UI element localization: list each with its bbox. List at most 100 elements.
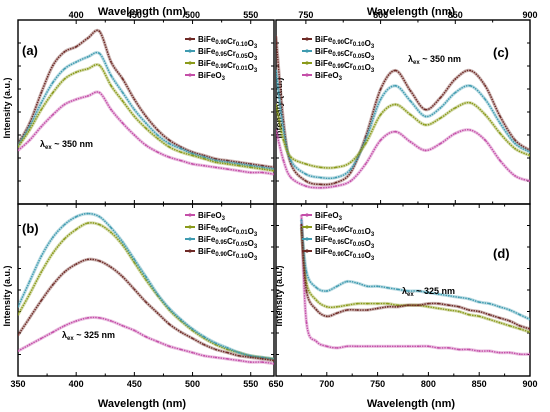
series-line (276, 129, 530, 189)
data-point (214, 166, 217, 169)
data-point (484, 84, 487, 87)
data-point (349, 168, 352, 171)
data-point (439, 96, 442, 99)
data-point (180, 151, 182, 154)
data-point (386, 302, 389, 305)
legend-label: BiFe0.95Cr0.05O3 (315, 47, 375, 62)
data-point (454, 91, 457, 94)
data-point (379, 113, 382, 116)
data-point (249, 171, 252, 174)
data-point (424, 124, 427, 126)
legend-label: BiFeO3 (198, 71, 226, 82)
data-point (110, 108, 112, 111)
data-point (334, 176, 337, 179)
x-tick-label: 850 (448, 10, 463, 20)
data-point (439, 142, 442, 145)
data-point (458, 348, 460, 351)
legend-marker (305, 225, 309, 229)
data-point (86, 212, 89, 215)
data-point (133, 329, 136, 332)
data-point (261, 356, 264, 359)
data-point (437, 302, 440, 305)
data-point (180, 331, 182, 333)
data-point (394, 84, 397, 87)
data-point (469, 129, 472, 131)
panel-b: 350 400 450 500 550BiFeO3BiFe0.99Cr0.01O3BiF… (10, 203, 275, 389)
legend-marker (188, 61, 192, 65)
data-point (168, 345, 171, 348)
data-point (203, 156, 206, 159)
data-point (156, 293, 159, 296)
x-tick-label: 550 (243, 379, 258, 389)
data-point (409, 90, 412, 92)
data-point (40, 271, 43, 273)
x-tick-label: 500 (185, 10, 200, 20)
data-point (28, 280, 31, 283)
data-point (336, 347, 338, 349)
data-point (168, 156, 171, 159)
legend-label: BiFe0.90Cr0.10O3 (198, 247, 258, 262)
data-point (86, 317, 89, 319)
legend-label: BiFe0.90Cr0.10O3 (198, 35, 258, 50)
data-point (238, 359, 241, 362)
bottom-y-axis-label: Intensity (a.u.) (2, 265, 12, 326)
data-point (191, 337, 194, 340)
data-point (75, 98, 78, 101)
data-point (191, 154, 194, 157)
data-point (514, 139, 516, 142)
data-point (458, 305, 460, 308)
data-point (52, 64, 54, 67)
series-line (300, 224, 530, 330)
data-point (273, 358, 274, 360)
data-point (356, 309, 359, 311)
legend-label: BiFe0.90Cr0.10O3 (315, 247, 375, 262)
data-point (133, 258, 136, 261)
data-point (273, 168, 274, 170)
data-point (325, 315, 328, 318)
data-point (364, 163, 367, 165)
data-point (133, 134, 136, 137)
data-point (156, 340, 159, 343)
panel-label: (c) (493, 45, 509, 60)
series-line (18, 316, 274, 365)
data-point (346, 304, 348, 307)
data-point (261, 166, 264, 169)
data-point (145, 115, 147, 118)
data-point (133, 261, 136, 264)
data-point (458, 296, 460, 299)
data-point (386, 345, 389, 348)
data-point (261, 164, 264, 167)
data-point (529, 331, 530, 333)
data-point (110, 74, 112, 77)
data-point (469, 69, 472, 72)
data-point (238, 351, 241, 354)
data-point (121, 100, 124, 102)
data-point (282, 129, 285, 131)
data-point (214, 343, 217, 346)
data-point (86, 95, 89, 97)
data-point (40, 101, 43, 104)
data-point (238, 354, 241, 357)
data-point (63, 223, 66, 226)
data-point (417, 345, 420, 348)
data-point (424, 115, 427, 118)
x-tick-label: 700 (319, 379, 334, 389)
data-point (52, 91, 54, 94)
data-point (98, 317, 101, 319)
excitation-label: λex ~ 350 nm (408, 54, 461, 66)
data-point (484, 139, 487, 142)
data-point (518, 328, 521, 330)
data-point (203, 154, 206, 157)
x-tick-label: 800 (373, 10, 388, 20)
data-point (121, 244, 124, 247)
series-group (299, 214, 530, 356)
data-point (498, 305, 501, 308)
data-point (424, 149, 427, 152)
legend-marker (305, 61, 309, 65)
x-tick-label: 400 (69, 379, 84, 389)
data-point (145, 301, 147, 303)
data-point (468, 348, 470, 351)
series-group (276, 35, 530, 190)
data-point (469, 84, 472, 87)
data-point (238, 169, 241, 172)
